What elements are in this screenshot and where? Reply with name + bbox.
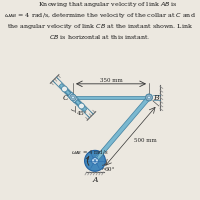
Text: 350 mm: 350 mm: [100, 77, 122, 82]
Circle shape: [70, 95, 76, 101]
Polygon shape: [62, 87, 83, 108]
Circle shape: [85, 151, 105, 171]
Text: $\omega_{AB}$ = 4 rad/s, determine the velocity of the collar at $C$ and: $\omega_{AB}$ = 4 rad/s, determine the v…: [4, 11, 196, 20]
Text: C: C: [63, 93, 69, 101]
Text: A: A: [93, 175, 98, 183]
Text: $CB$ is horizontal at this instant.: $CB$ is horizontal at this instant.: [49, 33, 151, 41]
Text: 60°: 60°: [105, 166, 116, 171]
Polygon shape: [63, 88, 84, 109]
Circle shape: [145, 94, 153, 102]
Polygon shape: [73, 96, 149, 100]
Text: 45°: 45°: [77, 111, 87, 115]
Circle shape: [92, 158, 98, 164]
Text: the angular velocity of link $CB$ at the instant shown. Link: the angular velocity of link $CB$ at the…: [7, 22, 193, 31]
Polygon shape: [59, 84, 87, 112]
Polygon shape: [68, 93, 78, 103]
Circle shape: [72, 97, 74, 99]
Polygon shape: [93, 97, 151, 162]
Circle shape: [79, 104, 84, 109]
Text: Knowing that angular velocity of link $AB$ is: Knowing that angular velocity of link $A…: [22, 0, 178, 9]
Polygon shape: [147, 97, 151, 99]
Text: 500 mm: 500 mm: [134, 137, 157, 142]
Circle shape: [148, 97, 150, 99]
Circle shape: [62, 87, 67, 92]
Text: B: B: [153, 93, 159, 101]
Text: $\omega_{AB}$ = 4 rad/s: $\omega_{AB}$ = 4 rad/s: [71, 147, 108, 156]
Circle shape: [146, 95, 152, 101]
